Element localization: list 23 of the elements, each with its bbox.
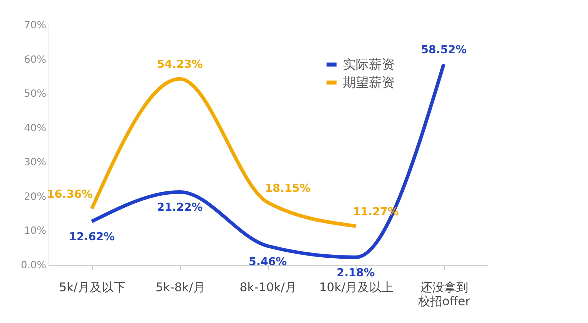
y-tick-label: 30% [24,158,46,169]
data-label: 5.46% [248,255,288,268]
x-tick-label: 10k/月及以上 [319,280,394,294]
x-tick-label: 5k/月及以下 [59,280,126,294]
y-tick-label: 70% [24,20,46,32]
y-tick-label: 0.0% [21,260,46,272]
x-tick-label: 5k-8k/月 [156,280,206,294]
data-label: 2.18% [336,266,376,280]
y-tick-label: 50% [24,89,46,100]
y-tick-label: 10% [24,226,46,238]
legend-label: 实际薪资 [342,58,395,73]
x-tick-label: 8k-10k/月 [240,280,298,294]
y-tick-label: 60% [24,54,46,66]
data-label: 12.62% [69,230,115,244]
data-label: 16.36% [47,188,93,201]
x-tick-label: 还没拿到校招offer [418,280,471,308]
data-label: 58.52% [421,43,467,56]
legend-label: 期望薪资 [342,76,395,91]
data-label: 54.23% [157,58,203,72]
y-tick-label: 40% [24,123,46,134]
data-label: 18.15% [265,182,311,195]
y-tick-label: 20% [24,192,46,203]
data-label: 21.22% [157,201,203,214]
